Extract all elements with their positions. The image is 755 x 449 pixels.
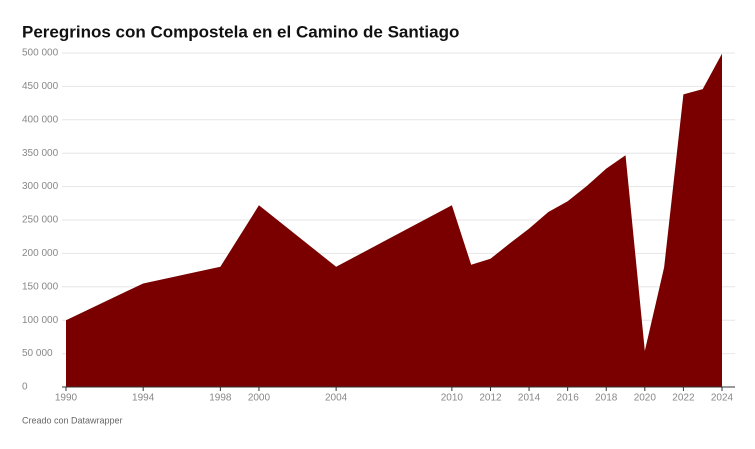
x-tick-label: 2010 <box>441 393 464 404</box>
x-tick-label: 2016 <box>557 393 580 404</box>
chart-title: Peregrinos con Compostela en el Camino d… <box>22 22 459 41</box>
x-tick-label: 2022 <box>672 393 695 404</box>
x-tick-label: 1998 <box>209 393 232 404</box>
y-tick-label: 200 000 <box>22 248 59 259</box>
x-tick-label: 2004 <box>325 393 348 404</box>
x-tick-label: 2012 <box>479 393 502 404</box>
area <box>66 53 722 387</box>
y-tick-label: 250 000 <box>22 215 59 226</box>
x-tick-label: 2014 <box>518 393 541 404</box>
x-tick-label: 2024 <box>711 393 734 404</box>
y-tick-label: 50 000 <box>22 348 53 359</box>
y-tick-label: 400 000 <box>22 114 59 125</box>
x-tick-label: 1990 <box>55 393 78 404</box>
y-tick-label: 150 000 <box>22 281 59 292</box>
x-tick-label: 1994 <box>132 393 155 404</box>
y-tick-label: 450 000 <box>22 81 59 92</box>
x-tick-label: 2018 <box>595 393 618 404</box>
x-tick-label: 2020 <box>634 393 657 404</box>
y-tick-label: 300 000 <box>22 181 59 192</box>
footer: Creado con Datawrapper <box>22 415 123 425</box>
y-tick-label: 0 <box>22 382 28 393</box>
y-tick-label: 500 000 <box>22 48 59 59</box>
x-tick-label: 2000 <box>248 393 271 404</box>
y-tick-label: 350 000 <box>22 148 59 159</box>
y-tick-label: 100 000 <box>22 315 59 326</box>
